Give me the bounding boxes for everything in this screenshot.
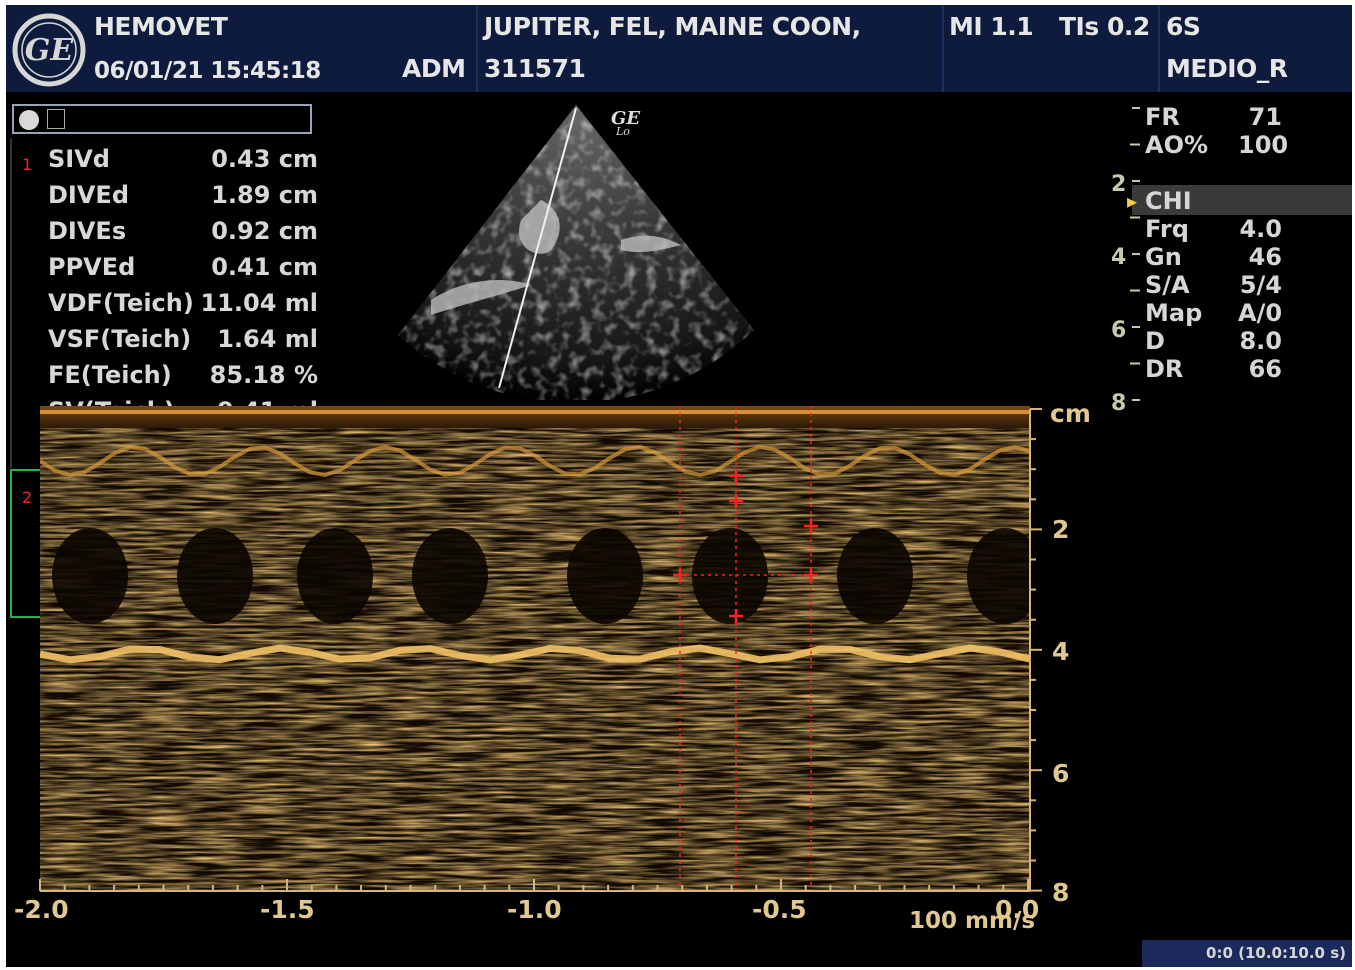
- header-bar: GE HEMOVET 06/01/21 15:45:18 ADM JUPITER…: [6, 5, 1352, 92]
- measurement-value: 1.89 cm: [211, 181, 318, 209]
- measurement-label: DIVEs: [48, 217, 127, 245]
- cine-status: 0:0 (10.0:10.0 s): [1142, 940, 1352, 967]
- param-value: A/0: [1238, 299, 1283, 327]
- sector-image: GE Lo: [391, 100, 761, 404]
- operator-label: ADM: [402, 54, 466, 83]
- caliper-cross-icon: [673, 568, 687, 582]
- measurement-row: FE(Teich) 85.18 %: [12, 359, 318, 395]
- focus-marker-icon: ▸: [1127, 189, 1138, 213]
- chi-highlight: [1132, 185, 1352, 215]
- param-value: 46: [1248, 243, 1282, 271]
- param-label: D: [1145, 327, 1165, 355]
- sector-ge-sub: Lo: [615, 125, 630, 138]
- sector-depth-label: 4: [1111, 245, 1127, 270]
- probe-name: 6S: [1166, 12, 1201, 41]
- measurement-value: 0.41 cm: [211, 253, 318, 281]
- sector-depth-label: 6: [1111, 318, 1127, 343]
- param-value: 66: [1248, 355, 1282, 383]
- preset-name: MEDIO_R: [1166, 54, 1288, 83]
- mechanical-index: MI 1.1: [949, 12, 1034, 41]
- param-label: Gn: [1145, 243, 1182, 271]
- patient-name: JUPITER, FEL, MAINE COON,: [484, 12, 861, 41]
- param-label: AO%: [1145, 131, 1209, 159]
- svg-text:GE: GE: [25, 33, 75, 68]
- measurement-label: SIVd: [48, 145, 110, 173]
- measurement-row: DIVEd 1.89 cm: [12, 179, 318, 215]
- exam-datetime: 06/01/21 15:45:18: [94, 58, 321, 84]
- ge-logo-icon: GE: [12, 13, 86, 87]
- param-label: Map: [1145, 299, 1203, 327]
- m-mode-axis: [39, 408, 1042, 892]
- measurement-label: DIVEd: [48, 181, 129, 209]
- report-icon[interactable]: [47, 109, 65, 129]
- time-tick-label: -2.0: [14, 895, 69, 924]
- thermal-index: TIs 0.2: [1059, 12, 1150, 41]
- param-label: FR: [1145, 103, 1180, 131]
- depth-tick-label: 2: [1052, 515, 1070, 544]
- sector-depth-ruler: [1130, 107, 1140, 401]
- caliper-cross-icon: [804, 519, 818, 533]
- time-tick-label: 0.0: [995, 895, 1040, 924]
- measurement-label: PPVEd: [48, 253, 136, 281]
- header-divider: [1158, 5, 1160, 92]
- measurement-value: 85.18 %: [209, 361, 318, 389]
- param-value: 100: [1238, 131, 1289, 159]
- group-index: 2: [22, 488, 33, 507]
- measurement-row: PPVEd 0.41 cm: [12, 251, 318, 287]
- m-mode-cursor-line: [498, 107, 577, 389]
- measurement-row: 1 SIVd 0.43 cm: [12, 143, 318, 179]
- measurement-row: DIVEs 0.92 cm: [12, 215, 318, 251]
- param-label: S/A: [1145, 271, 1190, 299]
- clinic-name: HEMOVET: [94, 12, 228, 41]
- ultrasound-screen: GE HEMOVET 06/01/21 15:45:18 ADM JUPITER…: [6, 5, 1352, 967]
- sector-depth-label: 8: [1111, 391, 1127, 416]
- time-tick-label: -0.5: [752, 895, 807, 924]
- measurement-value: 11.04 ml: [200, 289, 318, 317]
- depth-tick-label: 8: [1052, 878, 1070, 907]
- header-divider: [476, 5, 478, 92]
- header-divider: [942, 5, 944, 92]
- caliper-cross-icon: [729, 609, 743, 623]
- measurement-row: VDF(Teich) 11.04 ml: [12, 287, 318, 323]
- measurement-label: FE(Teich): [48, 361, 172, 389]
- param-label: CHI: [1145, 187, 1192, 215]
- depth-tick-label: 4: [1052, 637, 1070, 666]
- depth-unit-label: cm: [1050, 399, 1091, 428]
- m-mode-image: [40, 406, 1030, 891]
- measurement-row: VSF(Teich) 1.64 ml: [12, 323, 318, 359]
- param-value: 5/4: [1239, 271, 1282, 299]
- caliper-cross-icon: [729, 494, 743, 508]
- caliper-cross-icon: [729, 469, 743, 483]
- measurement-value: 0.43 cm: [211, 145, 318, 173]
- measurement-value: 1.64 ml: [217, 325, 318, 353]
- time-tick-label: -1.0: [507, 895, 562, 924]
- param-value: 4.0: [1239, 215, 1282, 243]
- record-dot-icon[interactable]: [19, 110, 39, 130]
- group-index: 1: [22, 155, 33, 174]
- measurement-label: VSF(Teich): [48, 325, 192, 353]
- depth-tick-label: 6: [1052, 759, 1070, 788]
- time-tick-label: -1.5: [260, 895, 315, 924]
- caliper-cross-icon: [804, 568, 818, 582]
- param-label: Frq: [1145, 215, 1189, 243]
- measurement-value: 0.92 cm: [211, 217, 318, 245]
- param-label: DR: [1145, 355, 1184, 383]
- sector-ge-mark: GE: [611, 108, 640, 129]
- param-value: 8.0: [1239, 327, 1282, 355]
- sweep-speed-label: 100 mm/s: [909, 908, 1036, 934]
- param-value: 71: [1248, 103, 1282, 131]
- measurement-label: VDF(Teich): [48, 289, 194, 317]
- sector-depth-label: 2: [1111, 172, 1127, 197]
- measurement-toolbar: [12, 104, 312, 134]
- patient-id: 311571: [484, 54, 586, 83]
